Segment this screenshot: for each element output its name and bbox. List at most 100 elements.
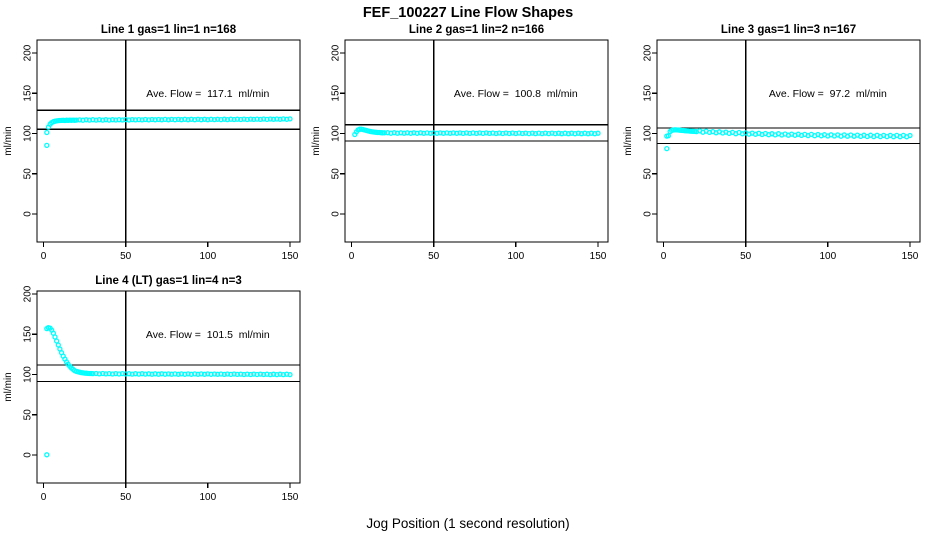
panel-title: Line 2 gas=1 lin=2 n=166 xyxy=(409,24,544,36)
data-point xyxy=(241,116,247,122)
data-point xyxy=(83,117,89,123)
data-point xyxy=(188,371,195,377)
x-tick-label: 0 xyxy=(349,251,355,262)
y-tick-label: 100 xyxy=(643,125,654,142)
data-point xyxy=(152,117,158,123)
data-point xyxy=(247,116,254,122)
data-point xyxy=(100,117,106,123)
data-point xyxy=(408,130,414,136)
panel-line-1: 0 50 100 150 0 50 100 150 200 ml/min Line 1 gas=1 … xyxy=(3,24,301,262)
data-point xyxy=(394,130,401,136)
data-point xyxy=(44,129,50,136)
data-point xyxy=(119,370,126,377)
data-point xyxy=(185,117,191,123)
x-tick-label: 50 xyxy=(740,251,752,262)
x-tick-label: 0 xyxy=(41,492,47,503)
y-tick-label: 0 xyxy=(331,211,342,217)
x-tick-label: 150 xyxy=(282,251,299,262)
data-point xyxy=(454,130,460,136)
y-tick-label: 50 xyxy=(331,168,342,180)
panel-line-4: 0 50 100 150 0 50 100 150 200 ml/min Line 4 (LT) g… xyxy=(3,275,301,503)
data-point xyxy=(401,130,407,136)
data-point xyxy=(555,130,562,136)
chart-title: FEF_100227 Line Flow Shapes xyxy=(363,5,573,21)
data-point xyxy=(198,371,204,377)
data-point xyxy=(287,371,293,378)
data-point xyxy=(172,371,178,377)
x-tick-label: 50 xyxy=(120,251,132,262)
data-points xyxy=(44,324,293,458)
data-point xyxy=(270,116,277,122)
ave-flow-annotation: Ave. Flow = 101.5 ml/min xyxy=(146,329,270,341)
y-tick-label: 50 xyxy=(643,168,654,180)
data-point xyxy=(529,130,535,136)
data-point xyxy=(287,116,293,122)
y-axis-label: ml/min xyxy=(3,126,14,155)
data-point xyxy=(238,371,244,377)
y-tick-label: 150 xyxy=(331,84,342,101)
data-point xyxy=(251,371,257,377)
x-axis-label: Jog Position (1 second resolution) xyxy=(366,516,569,531)
data-point xyxy=(277,116,283,122)
data-point xyxy=(165,371,172,377)
x-tick-label: 100 xyxy=(507,251,524,262)
data-point xyxy=(152,371,158,377)
data-point xyxy=(123,116,129,123)
y-axis-label: ml/min xyxy=(311,126,322,155)
data-point xyxy=(264,371,270,377)
data-point xyxy=(165,117,172,123)
data-point xyxy=(139,371,145,377)
data-point xyxy=(907,132,913,139)
data-point xyxy=(244,116,250,123)
data-point xyxy=(129,116,135,123)
data-point xyxy=(211,116,218,123)
data-point xyxy=(132,371,139,377)
data-point xyxy=(172,117,178,123)
data-point xyxy=(247,371,254,378)
y-axis-label: ml/min xyxy=(3,372,14,401)
x-tick-label: 0 xyxy=(661,251,667,262)
plot-box xyxy=(36,290,301,484)
y-tick-label: 200 xyxy=(331,44,342,61)
data-point xyxy=(267,371,273,378)
data-point xyxy=(280,371,287,378)
data-point xyxy=(284,116,290,122)
data-point xyxy=(44,452,50,458)
data-point xyxy=(132,117,139,123)
data-point xyxy=(483,130,489,136)
data-point xyxy=(109,371,116,377)
data-point xyxy=(261,371,267,378)
data-points xyxy=(352,126,601,138)
data-point xyxy=(96,371,103,377)
panels-group: 0 50 100 150 0 50 100 150 200 ml/min Line 1 gas=1 … xyxy=(3,24,921,503)
data-point xyxy=(215,116,221,122)
y-tick-label: 200 xyxy=(23,44,34,61)
panel-title: Line 3 gas=1 lin=3 n=167 xyxy=(721,24,856,36)
data-point xyxy=(106,117,112,123)
data-point xyxy=(90,370,96,377)
data-point xyxy=(106,370,112,377)
data-point xyxy=(595,130,601,136)
data-point xyxy=(192,117,198,123)
data-point xyxy=(208,116,214,122)
data-point xyxy=(519,130,526,137)
y-tick-label: 100 xyxy=(23,366,34,383)
data-point xyxy=(267,116,273,122)
data-point xyxy=(211,371,218,377)
data-point xyxy=(251,116,257,123)
y-tick-label: 50 xyxy=(23,168,34,180)
plot-box xyxy=(36,39,301,243)
data-point xyxy=(398,130,404,136)
data-point xyxy=(93,117,99,123)
data-point xyxy=(139,117,145,123)
data-point xyxy=(159,371,165,377)
data-point xyxy=(192,371,198,377)
data-point xyxy=(149,371,155,377)
data-point xyxy=(231,116,237,123)
plot-box xyxy=(656,39,921,243)
y-tick-label: 150 xyxy=(23,84,34,101)
y-tick-label: 150 xyxy=(643,84,654,101)
x-tick-label: 50 xyxy=(120,492,132,503)
data-point xyxy=(162,371,168,377)
